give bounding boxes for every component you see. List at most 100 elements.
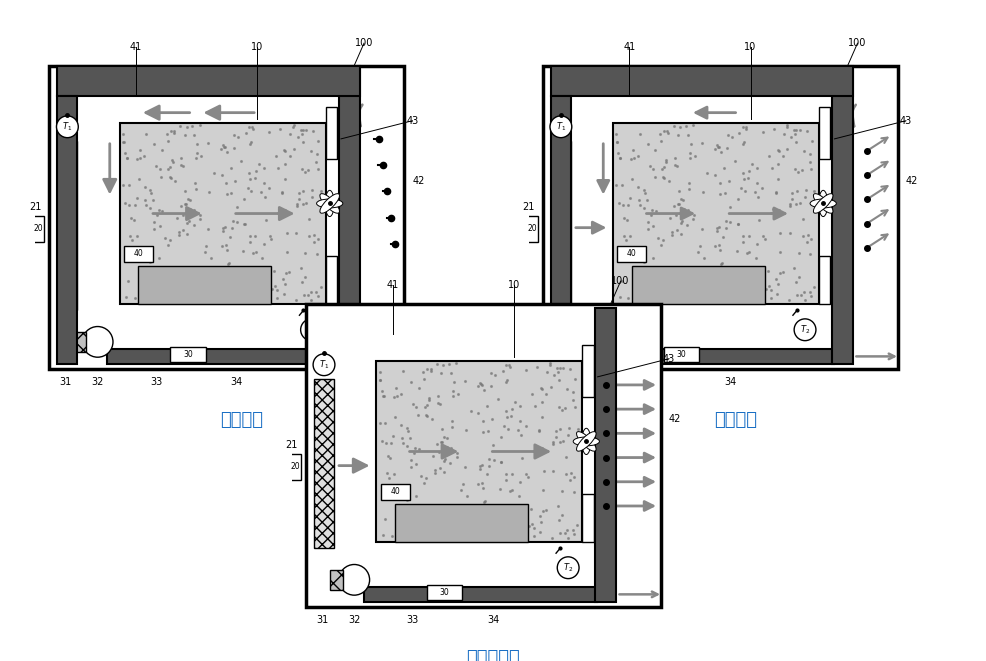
Point — [176, 161, 191, 171]
Point — [787, 128, 803, 139]
Point — [498, 377, 514, 387]
Point — [493, 457, 509, 467]
Point — [806, 186, 821, 196]
Point — [722, 202, 738, 212]
Point — [166, 126, 181, 137]
Point — [669, 225, 684, 235]
Point — [770, 173, 786, 184]
Point — [770, 279, 786, 290]
Point — [133, 274, 149, 285]
Point — [142, 203, 158, 214]
Point — [500, 423, 516, 434]
Circle shape — [575, 327, 605, 357]
Point — [547, 432, 563, 442]
Point — [142, 276, 158, 286]
Point — [668, 210, 683, 220]
Point — [225, 216, 241, 227]
Point — [742, 284, 758, 295]
Point — [308, 287, 323, 297]
Point — [784, 187, 800, 198]
Point — [614, 200, 630, 210]
Point — [313, 186, 328, 196]
Point — [531, 511, 547, 522]
Point — [558, 469, 574, 479]
Point — [241, 168, 256, 178]
Point — [762, 292, 778, 303]
Point — [473, 379, 489, 390]
Text: 33: 33 — [643, 377, 655, 387]
Bar — [617, 246, 646, 262]
Point — [788, 199, 804, 210]
Point — [638, 194, 654, 205]
Point — [728, 280, 743, 291]
Point — [524, 389, 539, 400]
Point — [560, 533, 576, 543]
Point — [533, 383, 549, 394]
Point — [801, 287, 816, 297]
Circle shape — [557, 557, 579, 578]
Point — [129, 154, 145, 165]
Point — [771, 268, 787, 279]
Point — [410, 410, 426, 420]
Point — [494, 366, 510, 376]
Point — [162, 162, 177, 173]
Point — [304, 185, 319, 196]
Point — [677, 121, 693, 132]
Point — [748, 178, 764, 188]
Point — [132, 145, 148, 156]
Point — [553, 405, 569, 415]
Point — [244, 185, 259, 196]
Point — [386, 431, 401, 442]
Point — [485, 440, 501, 450]
Point — [662, 213, 677, 223]
Point — [425, 451, 441, 461]
Point — [507, 397, 523, 408]
Point — [729, 193, 744, 204]
Point — [457, 376, 472, 387]
Point — [557, 403, 573, 413]
Text: 中间模式: 中间模式 — [713, 410, 756, 429]
Circle shape — [549, 116, 571, 137]
Bar — [394, 504, 528, 542]
Point — [645, 221, 661, 231]
Point — [404, 521, 420, 531]
Point — [138, 128, 154, 139]
Point — [218, 178, 234, 188]
Point — [235, 246, 250, 256]
Text: 一次性模式: 一次性模式 — [466, 648, 520, 661]
Point — [285, 120, 301, 131]
Point — [640, 216, 656, 227]
Point — [726, 282, 741, 293]
Point — [213, 143, 229, 154]
Point — [714, 257, 730, 268]
Point — [693, 223, 709, 234]
Point — [749, 192, 765, 203]
Point — [421, 395, 437, 405]
Point — [647, 206, 663, 216]
Point — [201, 186, 217, 197]
Point — [416, 402, 432, 412]
Point — [449, 451, 464, 462]
Point — [281, 266, 297, 277]
Point — [564, 395, 580, 405]
Text: 32: 32 — [348, 615, 360, 625]
Point — [738, 292, 753, 303]
Point — [754, 126, 770, 137]
Point — [666, 121, 681, 132]
Point — [641, 161, 657, 171]
Point — [797, 185, 812, 196]
Point — [305, 126, 320, 137]
Point — [469, 517, 485, 527]
Point — [298, 198, 314, 208]
Point — [147, 216, 163, 227]
Point — [388, 391, 404, 401]
Point — [666, 160, 681, 171]
Point — [407, 442, 423, 453]
Point — [503, 411, 519, 422]
Point — [378, 418, 393, 428]
Point — [133, 295, 149, 305]
Point — [561, 364, 577, 375]
Point — [277, 145, 293, 156]
Point — [271, 204, 287, 215]
Point — [550, 402, 566, 412]
